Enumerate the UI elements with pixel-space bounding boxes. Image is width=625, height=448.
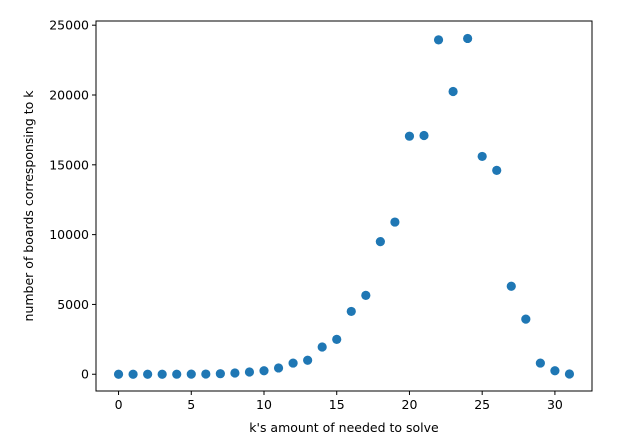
x-tick-label: 15 [329, 397, 345, 412]
data-point [128, 369, 138, 379]
data-point [506, 281, 516, 291]
data-point [433, 35, 444, 45]
y-tick-label: 5000 [57, 297, 89, 312]
y-tick-label: 10000 [49, 227, 89, 242]
data-point [230, 368, 240, 378]
data-point [317, 342, 327, 352]
data-point [244, 367, 255, 377]
x-tick-label: 5 [187, 397, 195, 412]
plot-frame [95, 20, 593, 392]
data-point [448, 86, 458, 97]
data-point [215, 369, 225, 379]
y-tick-label: 15000 [49, 157, 89, 172]
data-point [259, 366, 269, 376]
data-point [113, 369, 124, 379]
data-point [404, 131, 415, 141]
x-tick-label: 20 [402, 397, 418, 412]
x-axis-label: k's amount of needed to solve [249, 420, 439, 435]
x-axis-ticks: 0 5 10 15 20 25 30 [115, 391, 563, 412]
y-tick-label: 0 [81, 367, 89, 382]
data-point [463, 33, 473, 44]
data-point [492, 165, 502, 175]
x-tick-label: 25 [474, 397, 490, 412]
data-point [201, 369, 211, 379]
data-point [419, 130, 429, 141]
y-tick-label: 25000 [49, 18, 89, 33]
data-point [477, 151, 487, 162]
data-point [550, 366, 560, 376]
data-point [521, 314, 531, 324]
data-point [390, 217, 400, 227]
plot-area [96, 21, 592, 391]
data-point [303, 355, 313, 365]
data-point [361, 290, 371, 300]
data-point [172, 369, 182, 379]
data-point [375, 237, 385, 247]
y-axis-label: number of boards corresponsing to k [21, 90, 36, 322]
data-point [332, 334, 342, 344]
data-point [157, 369, 167, 379]
y-tick-label: 20000 [49, 88, 89, 103]
data-point [564, 369, 575, 379]
data-point [346, 306, 356, 317]
data-point [273, 363, 284, 373]
data-point [535, 358, 545, 368]
x-tick-label: 10 [256, 397, 272, 412]
data-points [113, 33, 575, 379]
data-point [143, 369, 153, 379]
data-point [186, 369, 196, 379]
data-point [288, 358, 298, 368]
x-tick-label: 30 [547, 397, 563, 412]
y-axis-ticks: 0 5000 10000 15000 20000 25000 [49, 18, 96, 382]
x-tick-label: 0 [115, 397, 123, 412]
